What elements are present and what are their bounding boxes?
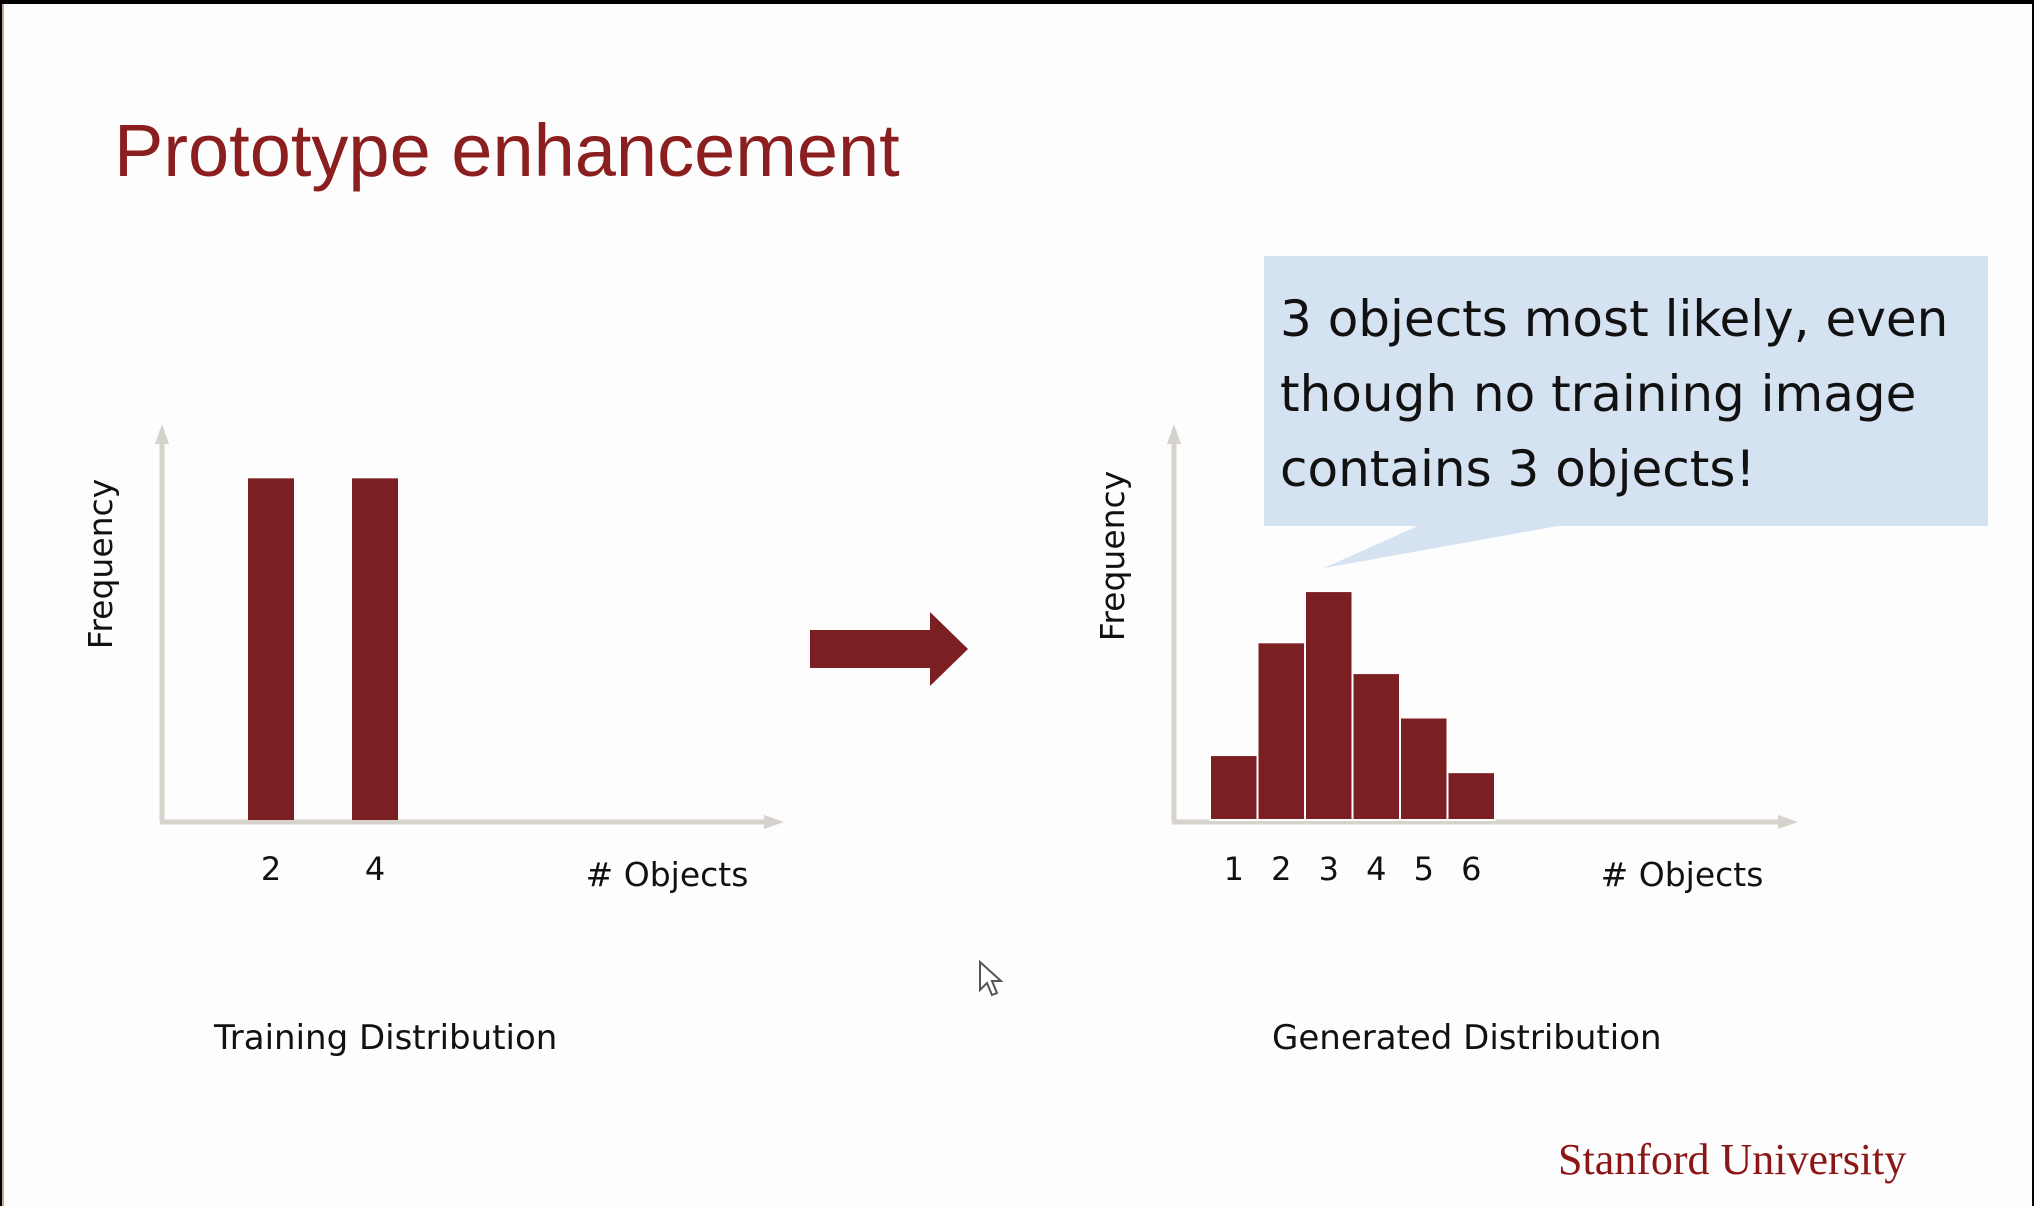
bar-6 [1446, 771, 1496, 822]
training-bars [248, 478, 398, 820]
tick-label-6: 6 [1461, 850, 1481, 888]
generated-xlabel: # Objects [1601, 855, 1764, 894]
callout-bubble [1264, 256, 1988, 568]
generated-bars [1209, 590, 1496, 822]
generated-caption: Generated Distribution [1272, 1018, 1662, 1058]
bar-4 [1351, 672, 1401, 821]
tick-label-5: 5 [1414, 850, 1434, 888]
right-arrow-icon [810, 612, 968, 686]
bar-2 [248, 478, 294, 820]
tick-label-2: 2 [261, 850, 281, 888]
tick-label-3: 3 [1319, 850, 1339, 888]
bar-2 [1256, 641, 1306, 821]
slide-edge [2, 4, 4, 1206]
mouse-cursor-icon [979, 960, 1004, 997]
generated-ylabel: Frequency [1093, 471, 1132, 641]
generated-y-axis-arrow-icon [1167, 424, 1181, 444]
tick-label-2: 2 [1271, 850, 1291, 888]
training-xlabel: # Objects [586, 855, 749, 894]
slide-title: Prototype enhancement [114, 109, 900, 192]
callout-text: 3 objects most likely, even though no tr… [1280, 290, 1949, 498]
tick-label-4: 4 [365, 850, 385, 888]
training-y-axis-arrow-icon [155, 424, 169, 444]
bar-3 [1304, 590, 1354, 821]
bar-5 [1399, 716, 1449, 821]
generated-x-axis-arrow-icon [1778, 815, 1798, 829]
training-x-axis-arrow-icon [764, 815, 784, 829]
bar-1 [1209, 754, 1259, 821]
training-caption: Training Distribution [214, 1018, 558, 1058]
training-ylabel: Frequency [81, 479, 120, 649]
bar-4 [352, 478, 398, 820]
tick-label-1: 1 [1224, 850, 1244, 888]
stanford-logo: Stanford University [1558, 1135, 1907, 1184]
tick-label-4: 4 [1366, 850, 1386, 888]
